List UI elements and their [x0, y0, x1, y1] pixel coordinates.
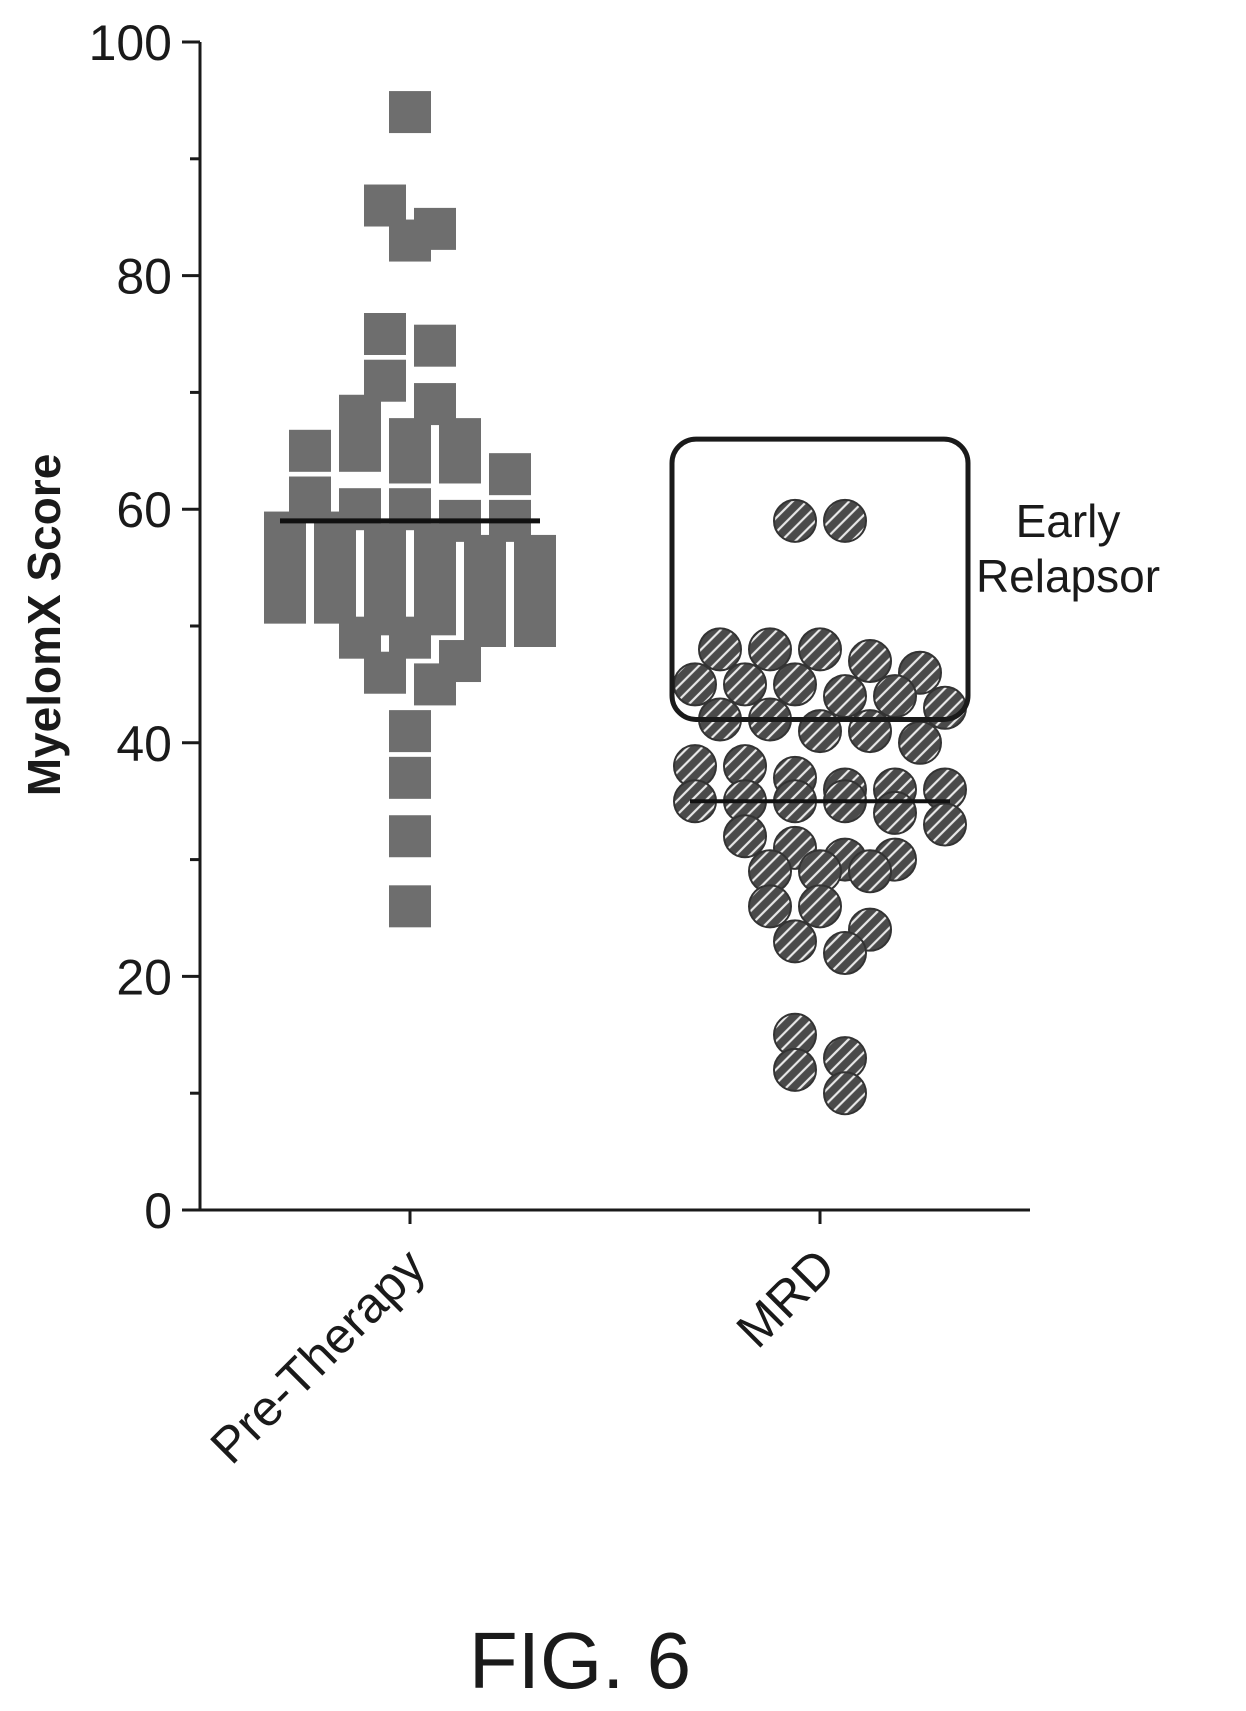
pre-therapy-point [364, 651, 406, 694]
early-relapsor-box [669, 436, 971, 722]
pre-therapy-point [364, 523, 406, 566]
mrd-point [773, 662, 817, 707]
mrd-point [798, 709, 842, 754]
mrd-point [898, 720, 942, 765]
mrd-point [823, 498, 867, 543]
pre-therapy-point [289, 476, 331, 519]
mrd-point [698, 627, 742, 672]
pre-therapy-point [364, 359, 406, 402]
pre-therapy-point [414, 383, 456, 426]
y-tick-label: 100 [89, 15, 172, 71]
mrd-point [773, 498, 817, 543]
y-tick-label: 80 [116, 249, 172, 305]
x-axis: Pre-Therapy MRD [200, 1208, 1030, 1474]
x-category-label: Pre-Therapy [200, 1238, 436, 1474]
pre-therapy-point [389, 815, 431, 858]
pre-therapy-point [389, 616, 431, 659]
mrd-point [773, 1047, 817, 1092]
data-points [264, 91, 967, 1116]
mrd-point [723, 662, 767, 707]
pre-therapy-point [339, 429, 381, 472]
y-tick-label: 40 [116, 716, 172, 772]
mrd-point [773, 919, 817, 964]
mrd-point [723, 814, 767, 859]
pre-therapy-point [389, 219, 431, 262]
mrd-point [823, 1071, 867, 1116]
pre-therapy-point [439, 441, 481, 484]
pre-therapy-point [414, 663, 456, 706]
annotation-line-2: Relapsor [976, 550, 1160, 602]
pre-therapy-point [314, 546, 356, 589]
y-tick-label: 20 [116, 949, 172, 1005]
mrd-point [748, 627, 792, 672]
annotation-line-1: Early [1016, 495, 1121, 547]
figure-caption: FIG. 6 [469, 1616, 691, 1705]
median-lines [280, 518, 950, 804]
y-axis-title: MyelomX Score [18, 454, 70, 797]
y-tick-label: 0 [144, 1183, 172, 1239]
pre-therapy-point [389, 756, 431, 799]
pre-therapy-point [389, 91, 431, 134]
pre-therapy-point [314, 581, 356, 624]
pre-therapy-point [364, 558, 406, 601]
mrd-point [923, 685, 967, 730]
mrd-point [823, 674, 867, 719]
mrd-point [923, 802, 967, 847]
mrd-point [673, 662, 717, 707]
early-relapsor-annotation: Early Relapsor [669, 436, 1160, 722]
pre-therapy-point [289, 429, 331, 472]
pre-therapy-point [514, 534, 556, 577]
mrd-point [823, 931, 867, 976]
pre-therapy-point [389, 441, 431, 484]
mrd-point [848, 639, 892, 684]
pre-therapy-point [264, 581, 306, 624]
mrd-point [848, 709, 892, 754]
pre-therapy-point [264, 546, 306, 589]
pre-therapy-point [414, 324, 456, 367]
pre-therapy-point [464, 534, 506, 577]
x-category-label: MRD [726, 1238, 846, 1358]
mrd-point [873, 790, 917, 835]
pre-therapy-point [339, 616, 381, 659]
pre-therapy-point [514, 569, 556, 612]
pre-therapy-point [464, 569, 506, 612]
mrd-point [748, 884, 792, 929]
pre-therapy-point [414, 523, 456, 566]
mrd-point [848, 849, 892, 894]
mrd-point [873, 674, 917, 719]
pre-therapy-point [389, 710, 431, 753]
pre-therapy-point [464, 605, 506, 647]
pre-therapy-point [489, 453, 531, 496]
y-axis: 0 20 40 60 80 100 [89, 15, 202, 1239]
pre-therapy-point [364, 313, 406, 355]
pre-therapy-point [364, 184, 406, 227]
pre-therapy-point [389, 885, 431, 928]
mrd-point [798, 627, 842, 672]
y-tick-label: 60 [116, 482, 172, 538]
pre-therapy-point [414, 558, 456, 601]
mrd-point [798, 884, 842, 929]
pre-therapy-point [339, 394, 381, 437]
pre-therapy-point [514, 605, 556, 647]
